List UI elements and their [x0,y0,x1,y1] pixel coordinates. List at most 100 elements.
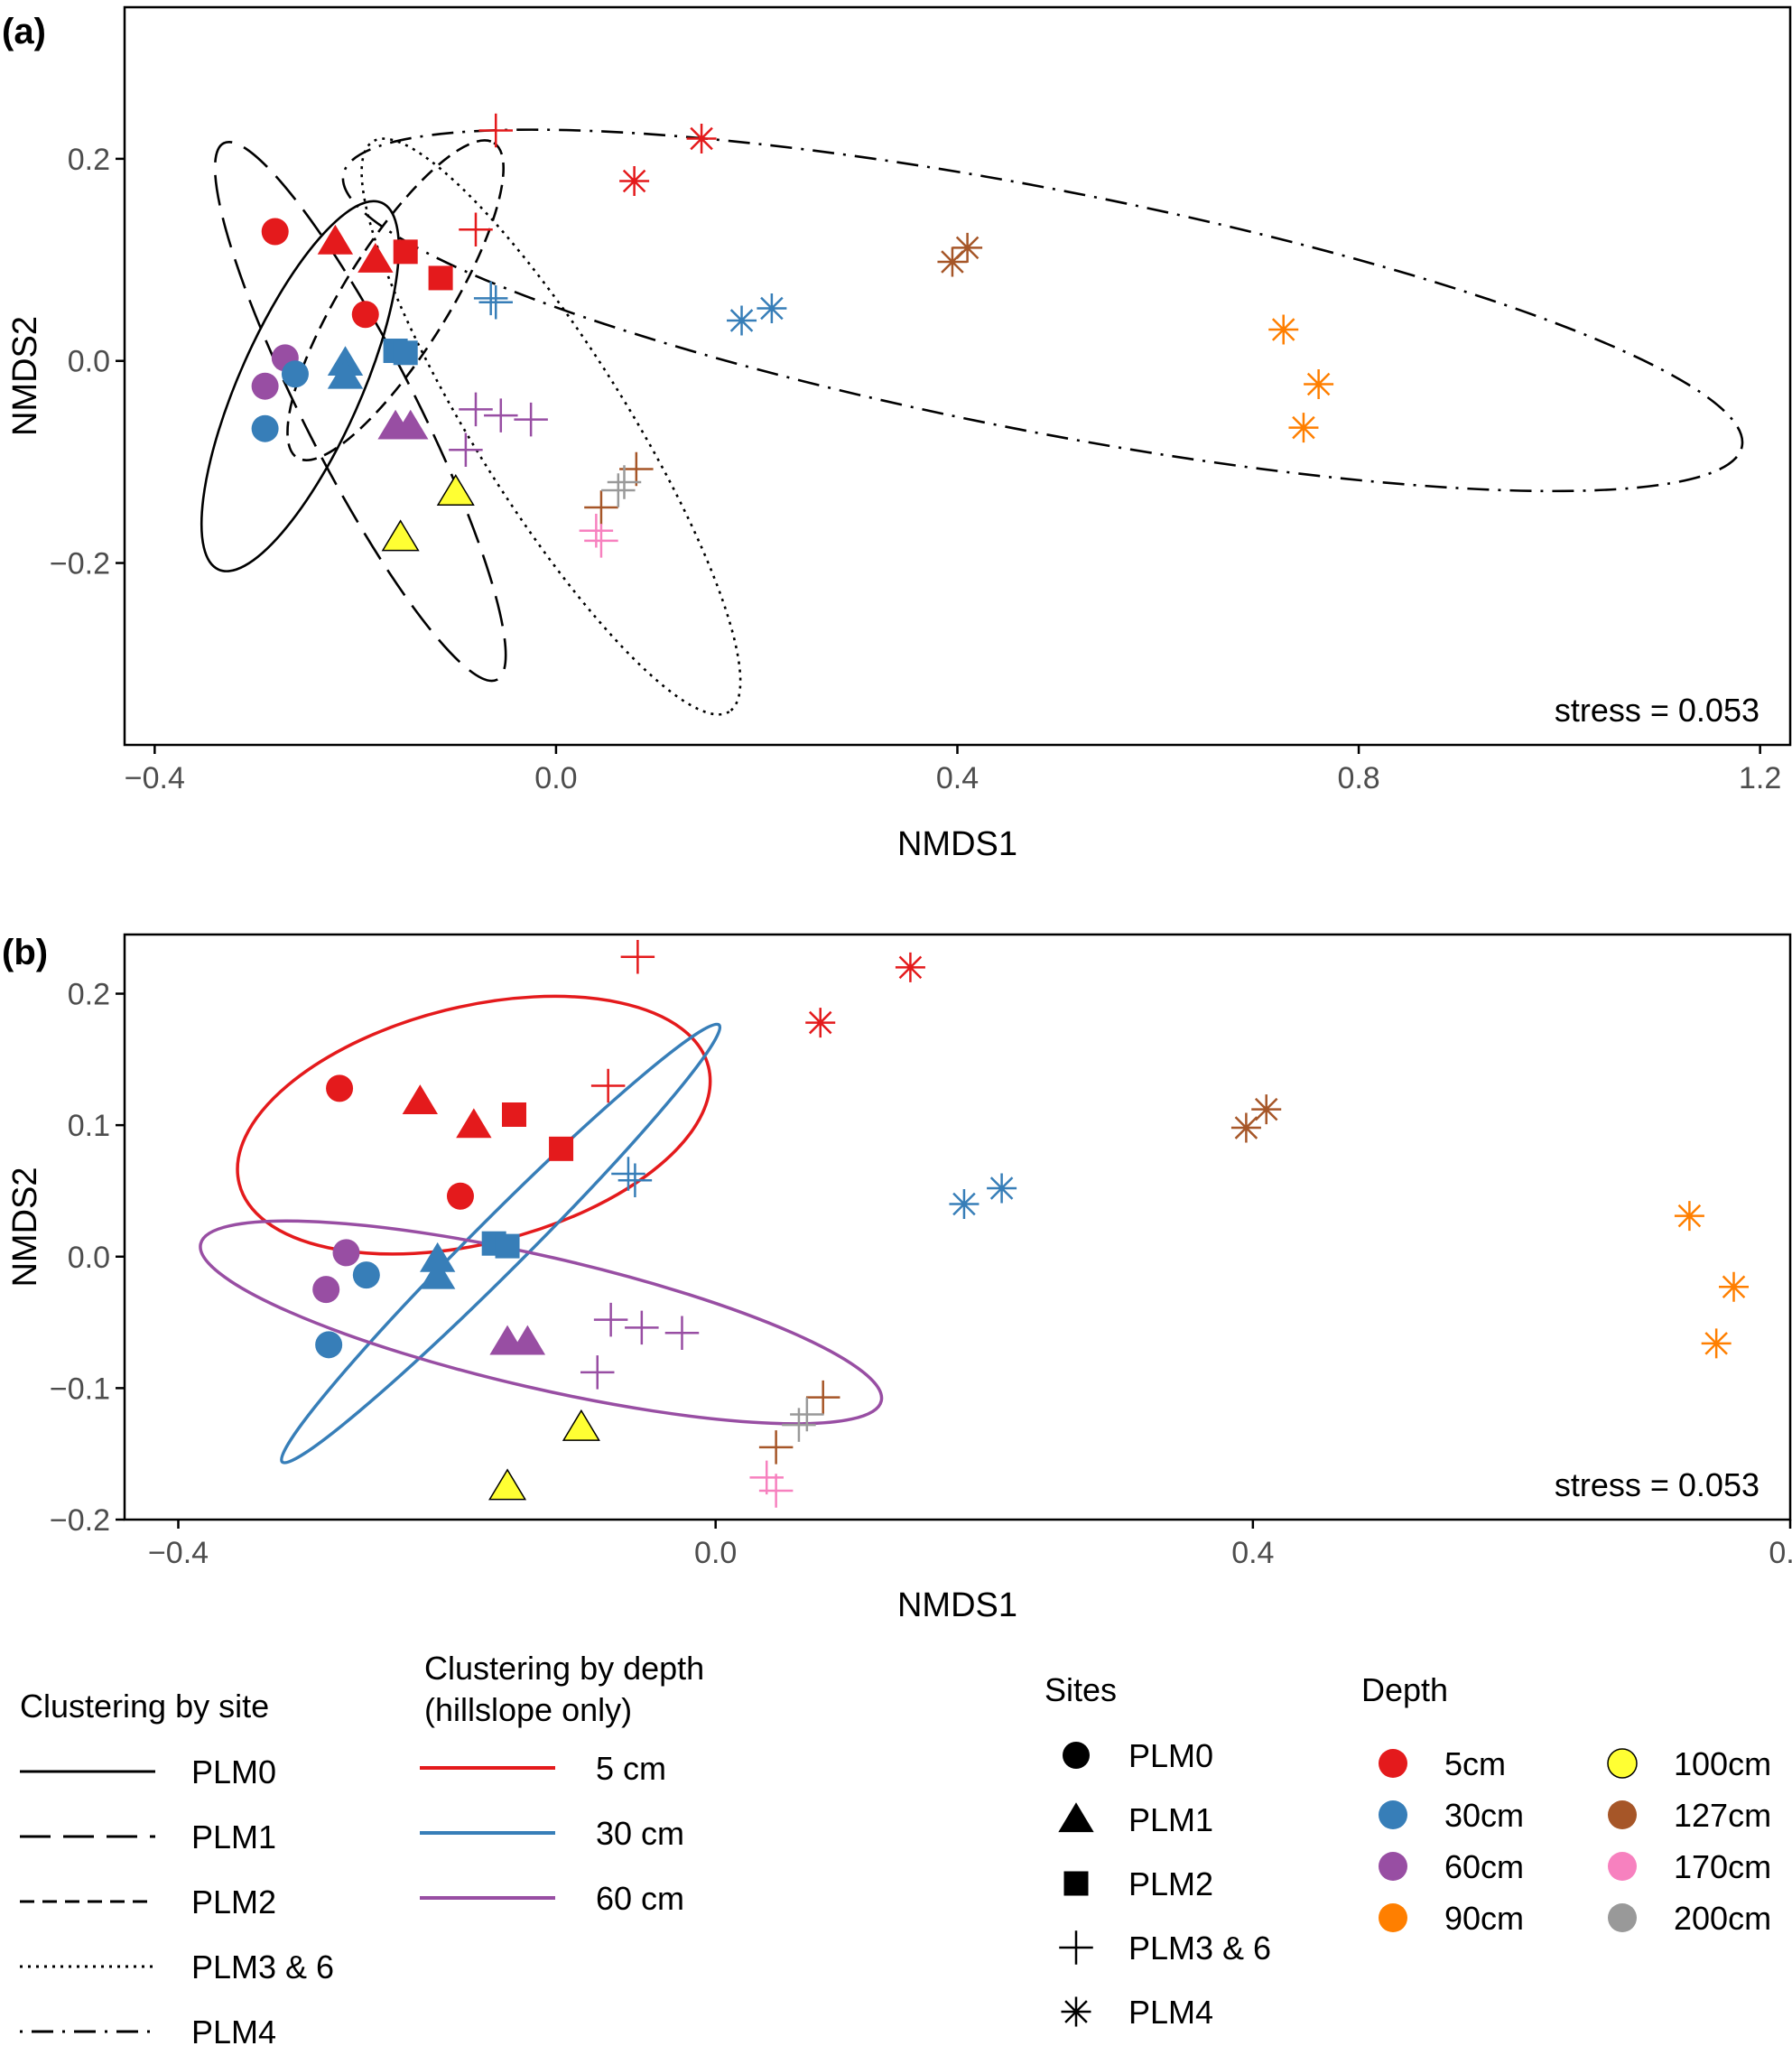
data-point [727,305,757,336]
data-point [514,402,548,437]
data-point [952,232,983,263]
x-tick-label: 0.4 [936,761,979,795]
legend-title: Clustering by depth [424,1650,704,1687]
data-point [590,1068,626,1103]
cluster-ellipse-2 [286,139,506,461]
legend-label: PLM0 [191,1753,276,1790]
cluster-ellipse-2 [199,1219,884,1426]
legend-color-swatch [1379,1749,1407,1778]
data-point [686,123,717,153]
legend-shape-swatch [1063,1871,1089,1896]
legend-label: PLM2 [1128,1865,1213,1902]
x-axis-title: NMDS1 [897,825,1017,863]
data-point [584,490,618,525]
data-point [758,1430,794,1465]
data-point [393,239,418,265]
legend-depth-cluster: Clustering by depth (hillslope only) 5 cm 3… [420,1650,704,1917]
x-axis-title: NMDS1 [897,1586,1017,1624]
legend-label: PLM2 [191,1883,276,1920]
x-tick-label: 0.0 [694,1536,737,1570]
legend-label: 60 cm [596,1880,684,1917]
stress-annotation: stress = 0.053 [1555,692,1760,729]
cluster-ellipse-3 [360,137,742,716]
data-point [352,1261,380,1289]
data-point [281,360,309,388]
data-point [611,1157,645,1191]
cluster-ellipse-4 [341,128,1744,493]
legend-title: Depth [1361,1671,1448,1708]
legend-shape-swatch [1059,1930,1093,1965]
legend-subtitle: (hillslope only) [424,1691,632,1728]
legend-color-swatch [1607,1748,1638,1779]
legend-title: Clustering by site [20,1688,269,1725]
x-tick-label: 0.8 [1769,1536,1792,1570]
data-point [501,1102,526,1127]
legend-label: 5cm [1444,1745,1506,1782]
data-point [758,1474,794,1508]
data-point [757,293,787,324]
plot-frame [123,933,1792,1521]
data-point [579,513,614,548]
data-point [495,1233,520,1259]
data-point [326,1074,354,1102]
data-point [428,265,453,291]
data-point [459,392,493,427]
x-tick-label: 0.0 [534,761,577,795]
data-point [937,246,968,277]
data-point [251,372,279,400]
legend-label: 90cm [1444,1900,1524,1937]
legend: Clustering by site PLM0 PLM1 PLM2 PLM3 & 6 PL… [20,1650,1771,2046]
panel-b: (b) −0.4 0.0 0.4 0.8 −0.2 −0.1 0.0 0.1 0.2 NMDS1 NM… [2,933,1792,1624]
y-tick-label: 0.1 [68,1109,110,1143]
legend-label: 60cm [1444,1848,1524,1885]
data-point [593,1302,628,1337]
y-tick-label: 0.2 [68,978,110,1012]
legend-color-swatch [1379,1800,1407,1829]
legend-shape-swatch [1063,1742,1090,1769]
legend-label: 170cm [1674,1848,1771,1885]
legend-label: PLM4 [1128,1994,1213,2031]
data-point [419,1259,456,1289]
data-point [351,301,379,329]
legend-shape-swatch [1058,1802,1094,1833]
panel-label: (b) [2,933,48,972]
legend-label: PLM4 [191,2013,276,2046]
data-point [402,1084,439,1114]
legend-color-swatch [1608,1800,1637,1829]
data-point [607,465,642,499]
data-point [895,952,925,982]
legend-label: 5 cm [596,1750,666,1787]
x-tick-label: 0.4 [1231,1536,1274,1570]
data-point [1674,1201,1704,1232]
y-axis-title: NMDS2 [6,316,44,436]
cluster-ellipse-1 [280,1022,722,1465]
legend-depth: Depth 5cm 30cm 60cm 90cm 100cm 127cm 170cm 200cm [1361,1671,1771,1937]
data-point [625,1310,659,1345]
data-point [317,224,354,255]
data-point [436,473,475,507]
data-point [446,1182,474,1210]
legend-label: 30cm [1444,1797,1524,1834]
legend-label: PLM0 [1128,1737,1213,1774]
data-point [261,218,289,246]
y-tick-label: −0.2 [50,1503,110,1538]
x-tick-label: 1.2 [1739,761,1781,795]
data-point [1251,1094,1282,1125]
x-tick-label: −0.4 [148,1536,209,1570]
y-tick-label: 0.0 [68,345,110,379]
data-point [484,398,518,432]
data-point [357,243,394,273]
data-point [332,1239,360,1267]
x-tick-label: 0.8 [1337,761,1379,795]
y-tick-label: −0.2 [50,547,110,581]
cluster-ellipse-1 [213,140,507,683]
data-point [478,113,513,148]
panel-a: (a) −0.4 0.0 0.4 0.8 1.2 −0.2 0.0 0.2 NMDS1 NMDS2 s… [2,5,1792,863]
legend-label: 30 cm [596,1815,684,1852]
data-point [805,1008,836,1038]
legend-color-swatch [1379,1852,1407,1881]
data-point [1230,1112,1261,1143]
panel-label: (a) [2,12,46,51]
data-point [749,1460,784,1495]
